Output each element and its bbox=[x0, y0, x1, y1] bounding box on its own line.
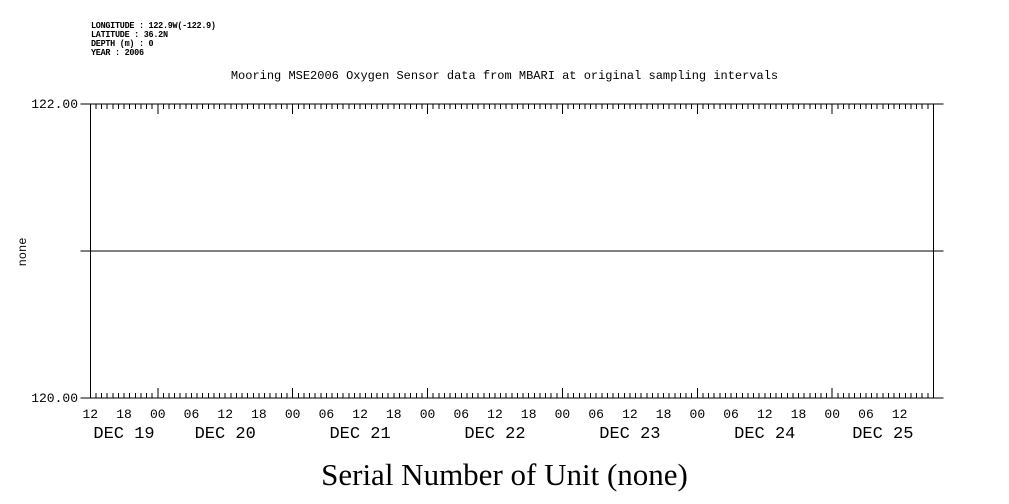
svg-text:18: 18 bbox=[656, 407, 672, 422]
svg-text:00: 00 bbox=[690, 407, 706, 422]
svg-text:12: 12 bbox=[82, 407, 98, 422]
svg-text:12: 12 bbox=[892, 407, 908, 422]
svg-text:DEC 25: DEC 25 bbox=[852, 425, 913, 444]
svg-text:00: 00 bbox=[150, 407, 166, 422]
svg-text:DEC 22: DEC 22 bbox=[464, 425, 525, 444]
svg-text:06: 06 bbox=[184, 407, 200, 422]
svg-text:00: 00 bbox=[555, 407, 571, 422]
svg-text:122.00: 122.00 bbox=[31, 97, 78, 112]
svg-text:DEC 24: DEC 24 bbox=[734, 425, 795, 444]
svg-text:12: 12 bbox=[757, 407, 773, 422]
svg-text:06: 06 bbox=[319, 407, 335, 422]
svg-text:00: 00 bbox=[285, 407, 301, 422]
svg-text:06: 06 bbox=[453, 407, 469, 422]
svg-text:18: 18 bbox=[386, 407, 402, 422]
svg-text:00: 00 bbox=[420, 407, 436, 422]
svg-text:06: 06 bbox=[858, 407, 874, 422]
svg-text:12: 12 bbox=[622, 407, 638, 422]
svg-text:12: 12 bbox=[487, 407, 503, 422]
svg-text:12: 12 bbox=[217, 407, 233, 422]
svg-text:00: 00 bbox=[824, 407, 840, 422]
svg-text:18: 18 bbox=[521, 407, 537, 422]
svg-text:06: 06 bbox=[723, 407, 739, 422]
svg-text:18: 18 bbox=[251, 407, 267, 422]
svg-text:DEC 23: DEC 23 bbox=[599, 425, 660, 444]
svg-text:18: 18 bbox=[116, 407, 132, 422]
svg-text:18: 18 bbox=[791, 407, 807, 422]
svg-text:12: 12 bbox=[352, 407, 368, 422]
svg-text:120.00: 120.00 bbox=[31, 391, 78, 406]
svg-text:06: 06 bbox=[588, 407, 604, 422]
svg-text:DEC 20: DEC 20 bbox=[195, 425, 256, 444]
svg-text:DEC 21: DEC 21 bbox=[329, 425, 390, 444]
svg-text:DEC 19: DEC 19 bbox=[93, 425, 154, 444]
